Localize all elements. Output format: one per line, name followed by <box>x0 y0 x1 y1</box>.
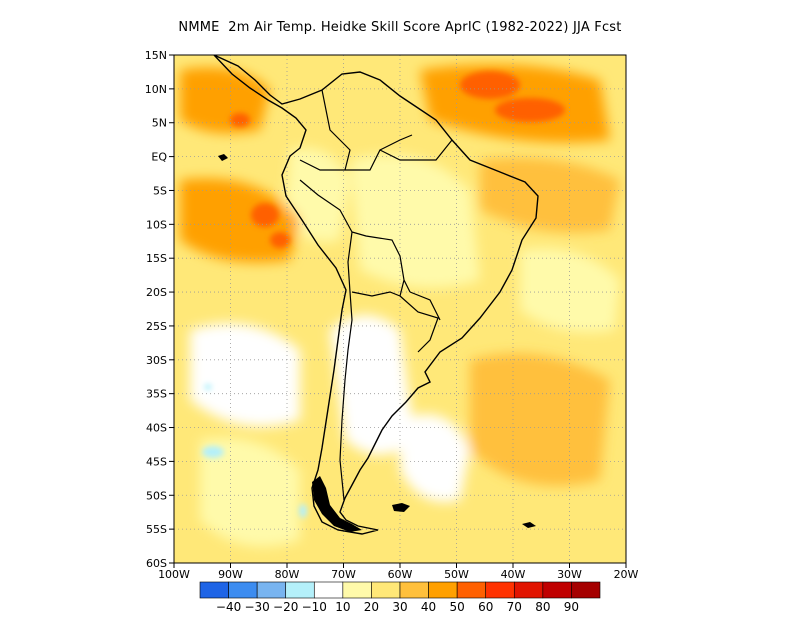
colorbar-tick-label: −40 <box>216 600 241 614</box>
field-gold-equatorial-atlantic <box>480 157 620 233</box>
colorbar-tick-label: 80 <box>535 600 550 614</box>
colorbar-swatch <box>542 581 572 599</box>
colorbar-swatch <box>199 581 229 599</box>
field-white-pacific <box>190 323 300 427</box>
field-negative-patch-1 <box>202 446 224 458</box>
y-tick-label: 55S <box>146 523 167 536</box>
falkland-islands <box>392 503 410 512</box>
y-tick-label: 20S <box>146 286 167 299</box>
colorbar-tick-label: 40 <box>421 600 436 614</box>
field-hotspot-pacific <box>230 113 250 127</box>
colorbar-swatch <box>342 581 372 599</box>
colorbar-tick-label: −20 <box>273 600 298 614</box>
south-america-coastline <box>213 55 539 535</box>
colorbar-tick-label: 70 <box>507 600 522 614</box>
y-tick-label: 40S <box>146 422 167 435</box>
y-tick-label: 60S <box>146 557 167 570</box>
y-tick-label: 25S <box>146 320 167 333</box>
x-tick-label: 50W <box>444 568 469 581</box>
field-gold-south-atlantic <box>470 353 610 486</box>
y-axis: 15N 10N 5N EQ 5S 10S 15S 20S 25S 30S 35S 40S 45S 50S 5… <box>145 49 174 570</box>
field-negative-patch-2 <box>204 384 212 390</box>
y-tick-label: 30S <box>146 354 167 367</box>
x-tick-label: 70W <box>331 568 356 581</box>
country-borders <box>299 89 453 501</box>
colorbar-tick-label: −30 <box>244 600 269 614</box>
colorbar-swatch <box>399 581 429 599</box>
colorbar-tick-label: 10 <box>335 600 350 614</box>
colorbar-swatch <box>456 581 487 599</box>
colorbar-tick-label: 20 <box>364 600 379 614</box>
x-axis: 100W 90W 80W 70W 60W 50W 40W 30W 20W <box>158 563 639 581</box>
colorbar: −40 −30 −20 −10 10 20 30 40 50 60 70 80 90 <box>199 581 601 614</box>
x-tick-label: 60W <box>388 568 413 581</box>
galapagos-islands <box>218 154 228 161</box>
field-hotspot-peru <box>251 203 279 227</box>
field-hotspot-north <box>460 71 520 99</box>
map-title: NMME 2m Air Temp. Heidke Skill Score Apr… <box>178 20 622 35</box>
colorbar-swatch <box>313 581 344 599</box>
field-light-atlantic <box>520 248 620 333</box>
colorbar-tick-label: −10 <box>302 600 327 614</box>
y-tick-label: 45S <box>146 455 167 468</box>
y-tick-label: 50S <box>146 489 167 502</box>
skill-field <box>174 55 626 563</box>
y-tick-label: 35S <box>146 388 167 401</box>
south-georgia <box>522 522 536 528</box>
x-tick-label: 30W <box>557 568 582 581</box>
y-tick-label: 10N <box>145 83 167 96</box>
y-tick-label: 10S <box>146 218 167 231</box>
colorbar-swatch <box>256 581 287 599</box>
y-tick-label: EQ <box>151 151 167 164</box>
field-light-pacific-south <box>200 438 300 547</box>
y-tick-label: 15N <box>145 49 167 62</box>
tierra-del-fuego <box>312 476 362 532</box>
field-orange-peru <box>180 178 300 263</box>
y-tick-label: 5S <box>153 184 167 197</box>
field-negative-patch-3 <box>299 504 307 518</box>
colorbar-swatch <box>428 581 458 599</box>
x-tick-label: 40W <box>501 568 526 581</box>
y-tick-label: 15S <box>146 252 167 265</box>
colorbar-swatch <box>285 581 315 599</box>
colorbar-tick-label: 60 <box>478 600 493 614</box>
x-tick-label: 90W <box>218 568 243 581</box>
colorbar-swatch <box>228 581 258 599</box>
x-tick-label: 20W <box>614 568 639 581</box>
coastlines <box>213 55 539 535</box>
colorbar-tick-label: 30 <box>392 600 407 614</box>
colorbar-swatch <box>513 581 544 599</box>
field-white-argentina <box>330 315 415 455</box>
x-tick-label: 80W <box>275 568 300 581</box>
field-hotspot-caribbean <box>495 98 565 122</box>
field-white-atlantic <box>400 414 470 502</box>
colorbar-tick-label: 90 <box>564 600 579 614</box>
colorbar-swatch <box>485 581 515 599</box>
field-hotspot-peru-2 <box>270 232 290 248</box>
colorbar-swatch <box>371 581 401 599</box>
x-tick-label: 100W <box>158 568 190 581</box>
colorbar-swatch <box>571 581 601 599</box>
y-tick-label: 5N <box>152 117 167 130</box>
colorbar-tick-label: 50 <box>450 600 465 614</box>
field-light-brazil <box>350 154 480 288</box>
